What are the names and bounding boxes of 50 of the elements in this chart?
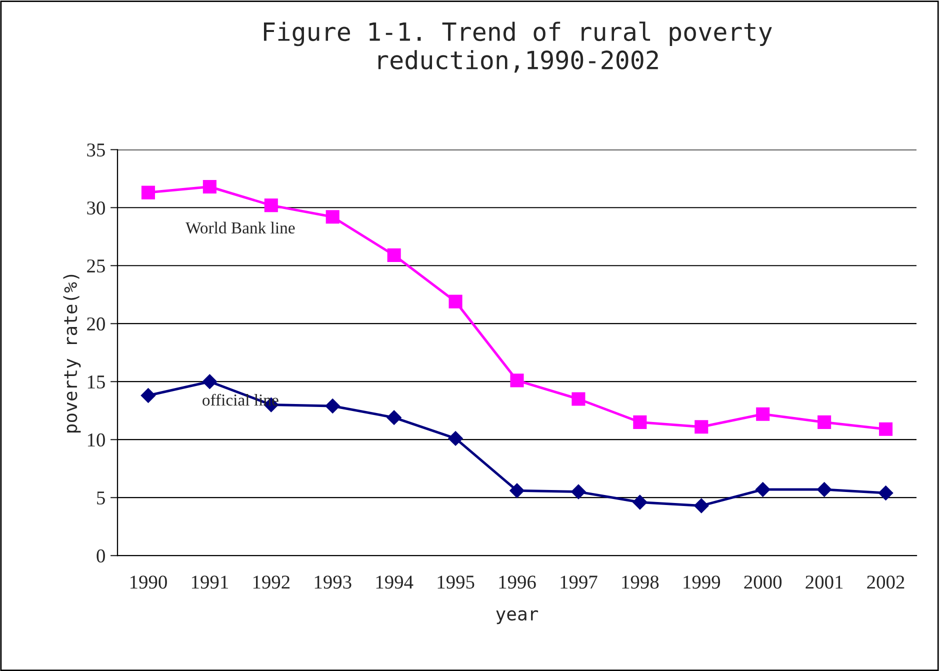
x-tick-label: 2002 bbox=[867, 576, 904, 589]
point bbox=[386, 410, 402, 425]
y-tick-label: 5 bbox=[97, 492, 105, 505]
y-tick-label: 10 bbox=[88, 433, 105, 447]
point bbox=[572, 392, 586, 406]
x-tick-label: 1990 bbox=[130, 576, 167, 589]
x-tick-label: 1998 bbox=[622, 576, 659, 589]
y-tick-label: 35 bbox=[87, 144, 105, 157]
point bbox=[816, 482, 832, 497]
x-tick-label: 1999 bbox=[684, 576, 720, 589]
point bbox=[818, 415, 832, 429]
point bbox=[202, 180, 216, 194]
x-tick-label: 1992 bbox=[253, 576, 290, 589]
x-tick-label: 1997 bbox=[560, 576, 598, 589]
x-tick-label: 1991 bbox=[192, 576, 228, 589]
x-tick-label: 1993 bbox=[314, 576, 352, 589]
y-tick-label: 15 bbox=[88, 376, 105, 389]
y-axis-title: poverty rate(%) bbox=[63, 274, 81, 432]
point bbox=[633, 415, 647, 429]
point bbox=[326, 210, 340, 224]
point bbox=[510, 374, 524, 388]
point bbox=[756, 407, 770, 421]
x-axis-title: year bbox=[496, 610, 538, 624]
series-label: World Bank line bbox=[186, 222, 295, 234]
point bbox=[141, 186, 155, 200]
y-tick-label: 20 bbox=[87, 317, 105, 331]
point bbox=[387, 248, 401, 262]
point bbox=[879, 422, 893, 436]
point bbox=[755, 482, 770, 497]
point bbox=[448, 294, 462, 308]
point bbox=[632, 494, 648, 510]
y-tick-label: 30 bbox=[87, 201, 105, 215]
point bbox=[264, 198, 278, 212]
x-tick-label: 1996 bbox=[499, 576, 536, 589]
point bbox=[571, 484, 586, 500]
point bbox=[202, 374, 218, 389]
point bbox=[510, 483, 524, 498]
x-tick-label: 2001 bbox=[806, 576, 843, 589]
chart-title: Figure 1-1. Trend of rural poverty reduction,1990-2002 bbox=[264, 22, 772, 73]
x-tick-label: 1994 bbox=[376, 576, 414, 589]
point bbox=[325, 398, 340, 414]
y-tick-label: 0 bbox=[96, 549, 105, 563]
point bbox=[448, 431, 463, 446]
point bbox=[140, 388, 156, 403]
point bbox=[694, 498, 709, 514]
point bbox=[878, 486, 894, 500]
x-tick-label: 2000 bbox=[744, 576, 782, 589]
x-tick-label: 1995 bbox=[438, 576, 474, 589]
y-tick-label: 25 bbox=[87, 259, 105, 273]
point bbox=[694, 420, 708, 434]
